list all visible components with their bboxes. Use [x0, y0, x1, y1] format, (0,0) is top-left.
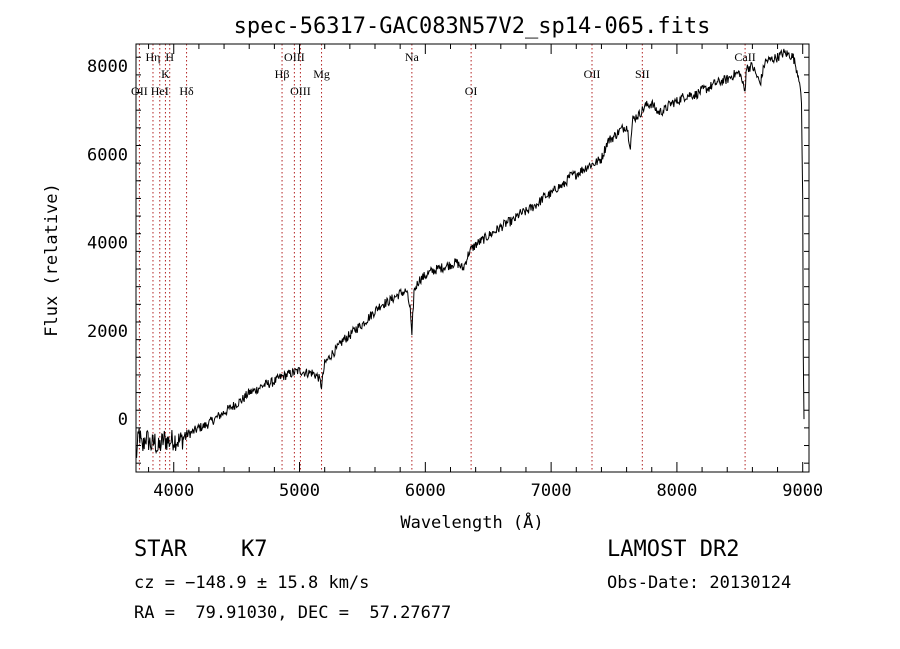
chart-title: spec-56317-GAC083N57V2_sp14-065.fits — [234, 14, 711, 39]
plot-area — [135, 48, 805, 459]
axes: 4000 5000 6000 7000 8000 9000 0 2000 4000 6000 800… — [87, 43, 823, 501]
line-label-10: Na — [405, 50, 420, 64]
line-label-2: HeI — [151, 84, 169, 98]
survey-name: LAMOST DR2 — [607, 537, 740, 562]
x-tick-label-3: 7000 — [531, 481, 572, 501]
spectrum-line — [135, 48, 805, 459]
x-tick-label-1: 5000 — [279, 481, 320, 501]
line-label-3: K — [161, 67, 170, 81]
line-label-9: Mg — [313, 67, 330, 81]
redshift-velocity: cz = −148.9 ± 15.8 km/s — [134, 573, 370, 593]
sky-coordinates: RA = 79.91030, DEC = 57.27677 — [134, 603, 452, 623]
line-label-1: Hη — [146, 50, 161, 64]
y-tick-label-0: 0 — [118, 410, 128, 430]
y-tick-label-2: 4000 — [87, 234, 128, 254]
line-label-11: OI — [465, 84, 478, 98]
line-label-14: CaII — [734, 50, 755, 64]
line-label-7: OIII — [284, 50, 305, 64]
x-tick-label-4: 8000 — [656, 481, 697, 501]
x-tick-label-2: 6000 — [405, 481, 446, 501]
x-tick-label-5: 9000 — [782, 481, 823, 501]
line-label-0: OII — [131, 84, 148, 98]
y-tick-label-1: 2000 — [87, 322, 128, 342]
line-label-12: OII — [584, 67, 601, 81]
line-label-5: Hδ — [179, 84, 194, 98]
plot-frame — [135, 43, 810, 473]
x-tick-label-0: 4000 — [153, 481, 194, 501]
y-tick-label-3: 6000 — [87, 145, 128, 165]
y-tick-label-4: 8000 — [87, 57, 128, 77]
object-subclass: K7 — [241, 537, 268, 562]
observation-date: Obs-Date: 20130124 — [607, 573, 792, 593]
object-class: STAR — [134, 537, 187, 562]
line-label-4: H — [165, 50, 174, 64]
line-label-8: OIII — [290, 84, 311, 98]
line-label-6: Hβ — [275, 67, 290, 81]
y-axis-label: Flux (relative) — [42, 183, 62, 337]
line-label-13: SII — [635, 67, 650, 81]
x-axis-label: Wavelength (Å) — [400, 511, 543, 533]
